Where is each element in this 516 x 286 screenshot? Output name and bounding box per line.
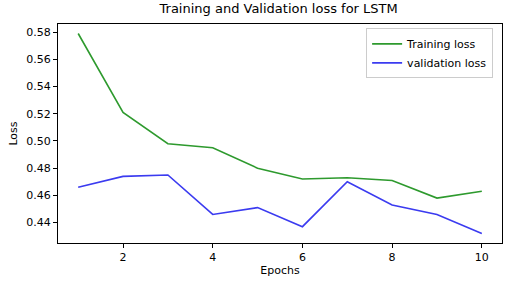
- svg-text:0.58: 0.58: [26, 26, 51, 39]
- svg-text:10: 10: [475, 251, 489, 264]
- svg-text:Loss: Loss: [7, 121, 20, 145]
- svg-text:0.50: 0.50: [26, 135, 51, 148]
- svg-text:0.44: 0.44: [26, 216, 51, 229]
- svg-text:validation loss: validation loss: [407, 57, 486, 70]
- svg-text:6: 6: [299, 251, 306, 264]
- svg-text:0.52: 0.52: [26, 108, 51, 121]
- svg-text:Training loss: Training loss: [406, 38, 475, 51]
- svg-text:0.46: 0.46: [26, 189, 51, 202]
- svg-text:0.48: 0.48: [26, 162, 51, 175]
- svg-text:8: 8: [389, 251, 396, 264]
- svg-text:Training and Validation loss f: Training and Validation loss for LSTM: [159, 1, 398, 16]
- svg-text:Epochs: Epochs: [260, 264, 300, 277]
- svg-text:0.56: 0.56: [26, 53, 51, 66]
- svg-text:2: 2: [120, 251, 127, 264]
- svg-text:0.54: 0.54: [26, 80, 51, 93]
- svg-text:4: 4: [209, 251, 216, 264]
